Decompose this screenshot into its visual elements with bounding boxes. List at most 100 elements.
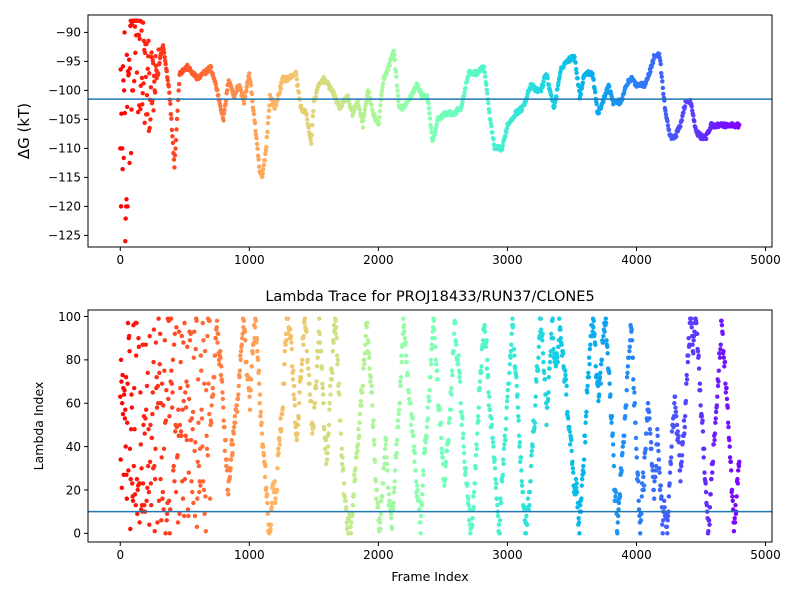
y-tick-label: 0 bbox=[73, 527, 81, 541]
y-tick-label: −125 bbox=[48, 229, 81, 243]
lambda-point bbox=[128, 526, 133, 532]
delta-g-point bbox=[554, 94, 559, 99]
lambda-point bbox=[230, 450, 235, 456]
lambda-point bbox=[485, 357, 490, 363]
delta-g-point bbox=[379, 92, 384, 98]
delta-g-point bbox=[261, 167, 266, 172]
lambda-point bbox=[648, 431, 653, 436]
delta-g-point bbox=[132, 78, 137, 84]
lambda-point bbox=[169, 381, 174, 386]
delta-g-point bbox=[213, 82, 218, 87]
lambda-point bbox=[308, 398, 314, 404]
delta-g-point bbox=[592, 89, 598, 95]
lambda-point bbox=[215, 340, 220, 345]
lambda-point bbox=[412, 450, 418, 456]
delta-g-point bbox=[311, 109, 316, 114]
delta-g-point bbox=[264, 134, 270, 140]
lambda-point bbox=[285, 316, 291, 321]
lambda-point bbox=[532, 420, 538, 425]
delta-g-point bbox=[266, 115, 271, 120]
lambda-point bbox=[177, 511, 182, 517]
lambda-point bbox=[413, 468, 418, 473]
x-tick-label: 3000 bbox=[492, 548, 523, 562]
delta-g-point bbox=[263, 148, 269, 153]
lambda-point bbox=[671, 424, 676, 430]
lambda-point bbox=[634, 455, 639, 460]
lambda-point bbox=[724, 385, 729, 391]
lambda-point bbox=[710, 470, 715, 475]
lambda-point bbox=[730, 507, 736, 512]
lambda-point bbox=[464, 483, 470, 488]
lambda-point bbox=[118, 394, 123, 399]
lambda-point bbox=[474, 442, 479, 447]
lambda-point bbox=[644, 431, 649, 436]
lambda-point bbox=[433, 362, 439, 367]
lambda-point bbox=[411, 433, 416, 438]
lambda-point bbox=[176, 329, 182, 334]
lambda-point bbox=[470, 515, 475, 521]
lambda-point bbox=[570, 466, 576, 471]
lambda-point bbox=[343, 498, 348, 504]
lambda-y-ticks: 0 20 40 60 80 100 bbox=[58, 310, 88, 541]
lambda-point bbox=[615, 531, 620, 536]
lambda-point bbox=[277, 442, 282, 447]
lambda-point bbox=[173, 429, 178, 434]
lambda-point bbox=[146, 489, 152, 495]
lambda-point bbox=[492, 457, 497, 462]
lambda-point bbox=[609, 414, 615, 419]
lambda-point bbox=[574, 481, 579, 486]
lambda-point bbox=[538, 327, 544, 332]
lambda-point bbox=[631, 377, 636, 382]
delta-g-point bbox=[239, 91, 245, 96]
lambda-point bbox=[490, 435, 495, 441]
lambda-point bbox=[149, 502, 154, 508]
lambda-point bbox=[567, 442, 573, 447]
lambda-point bbox=[150, 390, 155, 395]
lambda-point bbox=[327, 401, 332, 406]
lambda-point bbox=[213, 335, 219, 341]
lambda-point bbox=[471, 489, 477, 495]
lambda-point bbox=[126, 333, 132, 339]
lambda-point bbox=[559, 342, 564, 347]
lambda-point bbox=[188, 331, 193, 337]
delta-g-point bbox=[463, 85, 468, 91]
lambda-point bbox=[659, 494, 664, 499]
delta-g-point bbox=[378, 97, 384, 103]
delta-g-point bbox=[378, 103, 383, 108]
lambda-point bbox=[459, 422, 464, 428]
lambda-point bbox=[196, 463, 202, 469]
delta-g-point bbox=[394, 74, 399, 79]
lambda-point bbox=[379, 498, 384, 504]
lambda-point bbox=[202, 511, 207, 517]
lambda-point bbox=[558, 327, 563, 332]
lambda-point bbox=[159, 381, 165, 386]
lambda-point bbox=[482, 322, 487, 328]
lambda-point bbox=[223, 437, 228, 443]
lambda-point bbox=[437, 407, 442, 412]
delta-g-point bbox=[415, 83, 421, 88]
lambda-point bbox=[500, 472, 505, 477]
y-tick-label: 40 bbox=[66, 440, 81, 454]
lambda-point bbox=[735, 476, 740, 482]
delta-g-point bbox=[395, 88, 400, 93]
y-tick-label: −105 bbox=[48, 113, 81, 127]
delta-g-point bbox=[362, 107, 368, 112]
lambda-point bbox=[611, 453, 616, 458]
lambda-point bbox=[274, 487, 280, 493]
lambda-point bbox=[480, 338, 486, 343]
lambda-point bbox=[571, 470, 576, 475]
delta-g-point bbox=[393, 69, 399, 74]
lambda-point bbox=[536, 344, 541, 350]
lambda-point bbox=[210, 392, 216, 397]
delta-g-point bbox=[387, 63, 392, 68]
lambda-point bbox=[541, 359, 546, 365]
lambda-point bbox=[475, 431, 480, 436]
lambda-point bbox=[365, 320, 370, 326]
x-tick-label: 2000 bbox=[363, 548, 394, 562]
delta-g-point bbox=[592, 86, 597, 92]
delta-g-point bbox=[426, 101, 431, 106]
lambda-point bbox=[188, 437, 194, 443]
lambda-point bbox=[131, 463, 137, 469]
lambda-point bbox=[185, 383, 190, 389]
lambda-point bbox=[191, 500, 196, 506]
